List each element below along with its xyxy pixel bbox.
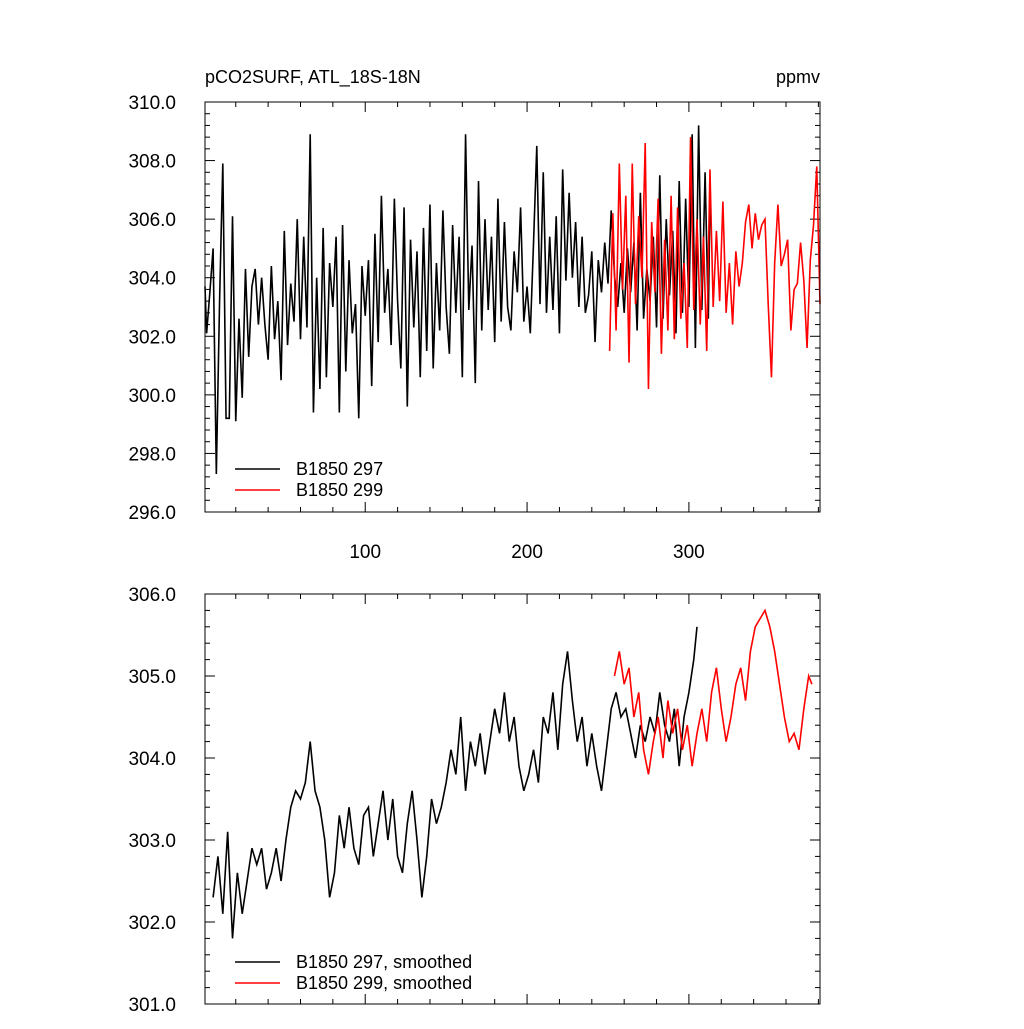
top-ytick-label-306: 306.0 bbox=[128, 210, 176, 231]
bottom-series-line-b1850-299-smoothed bbox=[613, 608, 813, 775]
top-ytick-label-310: 310.0 bbox=[128, 93, 176, 114]
top-legend: B1850 297 B1850 299 bbox=[235, 459, 383, 500]
bottom-series-line-b1850-297-smoothed bbox=[212, 626, 698, 939]
bottom-ytick-label-304: 304.0 bbox=[128, 749, 176, 770]
bottom-legend-label-b1850-297-smoothed: B1850 297, smoothed bbox=[296, 952, 472, 972]
bottom-ytick-label-306: 306.0 bbox=[128, 585, 176, 606]
bottom-panel: 301.0 302.0 303.0 304.0 305.0 306.0 B185… bbox=[128, 585, 821, 1016]
top-ytick-label-300: 300.0 bbox=[128, 386, 176, 407]
bottom-ticks bbox=[205, 593, 820, 1005]
top-title-right: ppmv bbox=[776, 67, 820, 87]
bottom-ytick-label-301: 301.0 bbox=[128, 995, 176, 1016]
top-legend-label-b1850-299: B1850 299 bbox=[296, 480, 383, 500]
top-ytick-label-308: 308.0 bbox=[128, 152, 176, 173]
top-title-left: pCO2SURF, ATL_18S-18N bbox=[205, 67, 421, 88]
bottom-ytick-label-302: 302.0 bbox=[128, 913, 176, 934]
bottom-ytick-label-303: 303.0 bbox=[128, 831, 176, 852]
top-x-tick-labels: 100 200 300 bbox=[349, 542, 704, 563]
top-xtick-label-200: 200 bbox=[511, 542, 543, 563]
top-plot-frame bbox=[204, 101, 821, 513]
bottom-y-tick-labels: 301.0 302.0 303.0 304.0 305.0 306.0 bbox=[128, 585, 176, 1016]
top-ytick-label-296: 296.0 bbox=[128, 503, 176, 524]
top-panel: pCO2SURF, ATL_18S-18N ppmv 296.0 298.0 3… bbox=[128, 67, 821, 563]
top-series-line-b1850-299 bbox=[608, 137, 821, 390]
bottom-plot-frame bbox=[204, 593, 821, 1005]
bottom-series-group bbox=[212, 608, 813, 939]
top-xtick-label-100: 100 bbox=[349, 542, 381, 563]
top-y-tick-labels: 296.0 298.0 300.0 302.0 304.0 306.0 308.… bbox=[128, 93, 176, 524]
bottom-legend: B1850 297, smoothed B1850 299, smoothed bbox=[235, 952, 472, 993]
top-legend-label-b1850-297: B1850 297 bbox=[296, 459, 383, 479]
top-ytick-label-304: 304.0 bbox=[128, 269, 176, 290]
top-ytick-label-298: 298.0 bbox=[128, 444, 176, 465]
top-series-line-b1850-297 bbox=[204, 125, 711, 474]
bottom-legend-label-b1850-299-smoothed: B1850 299, smoothed bbox=[296, 973, 472, 993]
bottom-ytick-label-305: 305.0 bbox=[128, 667, 176, 688]
top-series-group bbox=[204, 125, 821, 474]
top-xtick-label-300: 300 bbox=[673, 542, 705, 563]
top-ytick-label-302: 302.0 bbox=[128, 327, 176, 348]
